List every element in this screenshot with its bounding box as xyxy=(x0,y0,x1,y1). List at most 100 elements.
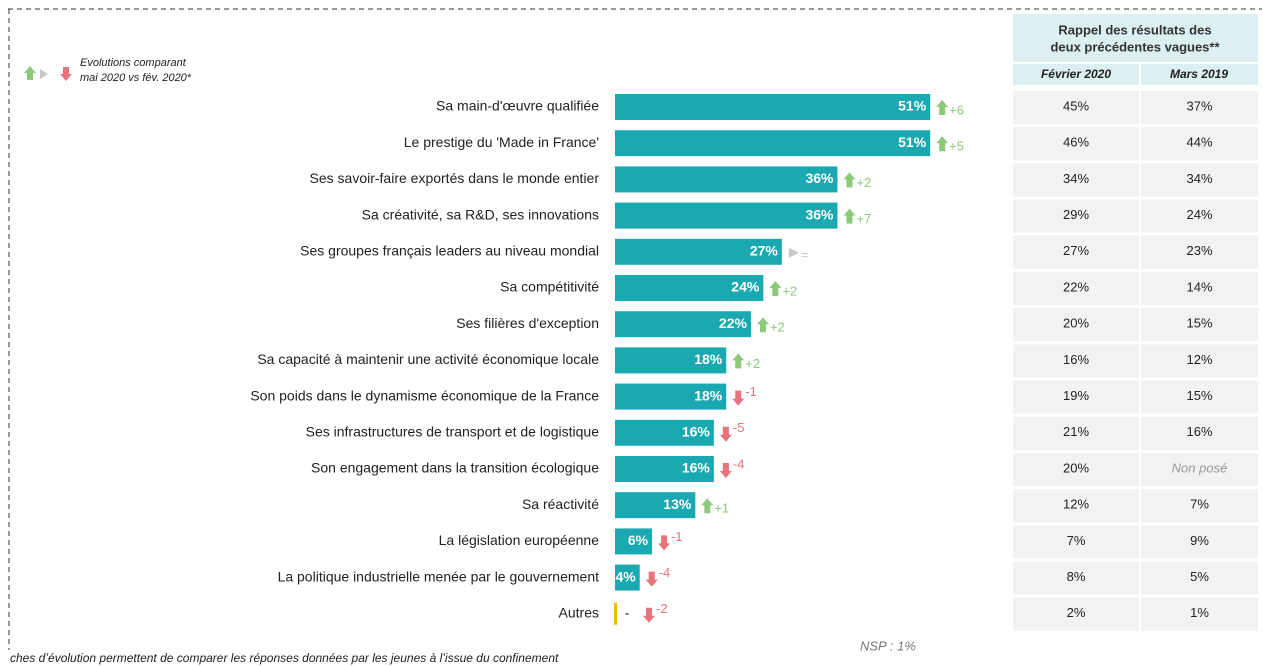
table-cell-bg xyxy=(1013,272,1139,305)
evolution-arrow xyxy=(843,208,856,224)
category-label: Sa réactivité xyxy=(522,496,599,512)
table-cell-bg xyxy=(1141,525,1258,559)
value-label: 6% xyxy=(628,532,649,548)
category-label: Son poids dans le dynamisme économique d… xyxy=(250,387,599,403)
bar xyxy=(615,275,764,301)
bar xyxy=(615,564,640,591)
evolution-arrow xyxy=(936,100,949,115)
table-cell-bg xyxy=(1141,235,1258,269)
table-cell-bg xyxy=(1013,416,1139,450)
bar xyxy=(615,94,931,120)
evolution-label: +2 xyxy=(770,320,785,335)
evolution-arrow xyxy=(732,390,745,406)
evolution-label: -5 xyxy=(733,420,745,435)
evolution-label: +2 xyxy=(782,283,797,298)
table-cell: 15% xyxy=(1186,316,1212,331)
table-cell-bg xyxy=(1141,561,1258,595)
value-label: 16% xyxy=(682,424,711,440)
evolution-arrow xyxy=(769,281,782,296)
table-header: Rappel des résultats des xyxy=(1058,22,1211,37)
column-header: Février 2020 xyxy=(1041,67,1111,81)
table-cell-bg xyxy=(1141,597,1258,631)
column-header-bg xyxy=(1141,64,1258,85)
evolution-label: +1 xyxy=(714,501,729,516)
bar xyxy=(615,528,653,555)
value-label: 36% xyxy=(805,206,834,222)
table-cell: 20% xyxy=(1063,316,1089,331)
table-cell-bg xyxy=(1013,308,1139,342)
table-cell: 15% xyxy=(1186,388,1212,403)
bar xyxy=(615,383,727,410)
table-cell: 14% xyxy=(1186,279,1212,294)
bar xyxy=(615,456,714,482)
category-label: Ses savoir-faire exportés dans le monde … xyxy=(310,170,600,186)
value-label: 16% xyxy=(682,460,711,476)
table-cell: 19% xyxy=(1063,388,1089,403)
table-cell: 27% xyxy=(1063,243,1089,258)
table-cell: 22% xyxy=(1063,279,1089,294)
bar xyxy=(615,419,714,446)
table-cell-bg xyxy=(1141,453,1258,486)
table-cell-bg xyxy=(1141,272,1258,305)
evolution-arrow xyxy=(643,607,655,623)
evolution-label: +5 xyxy=(949,139,964,154)
table-cell: 12% xyxy=(1063,497,1089,512)
note: NSP : 1% xyxy=(860,638,916,653)
table-cell-bg xyxy=(1141,91,1258,124)
table-cell-bg xyxy=(1013,453,1139,486)
category-label: Ses groupes français leaders au niveau m… xyxy=(300,243,599,259)
evolution-label: -4 xyxy=(733,456,745,471)
table-cell: 21% xyxy=(1063,424,1089,439)
bar xyxy=(615,311,751,338)
table-cell: 23% xyxy=(1186,243,1212,258)
evolution-arrow xyxy=(843,172,856,188)
table-cell-bg xyxy=(1141,163,1258,197)
category-label: Sa créativité, sa R&D, ses innovations xyxy=(362,206,599,222)
table-cell-bg xyxy=(1141,199,1258,233)
table-cell-bg xyxy=(1013,235,1139,269)
value-label: 27% xyxy=(750,243,779,259)
table-cell: 46% xyxy=(1063,135,1089,150)
table-header-bg xyxy=(1013,14,1258,62)
evolution-label: +2 xyxy=(745,356,760,371)
category-label: Ses filières d'exception xyxy=(456,315,599,331)
value-label: - xyxy=(625,605,630,621)
table-cell-bg xyxy=(1141,489,1258,523)
bar xyxy=(615,166,838,193)
value-label: 24% xyxy=(731,279,760,295)
evolution-arrow xyxy=(658,535,671,551)
table-cell: 16% xyxy=(1063,352,1089,367)
legend-text: mai 2020 vs fév. 2020* xyxy=(80,72,192,84)
evolution-label: -2 xyxy=(656,601,668,616)
bar xyxy=(615,202,838,229)
evolution-label: +6 xyxy=(949,102,964,117)
evolution-label: -1 xyxy=(671,529,683,544)
evolution-arrow xyxy=(645,571,658,587)
value-label: 36% xyxy=(805,170,834,186)
table-cell-bg xyxy=(1013,127,1139,161)
table-cell-bg xyxy=(1141,416,1258,450)
table-cell: 9% xyxy=(1190,533,1209,548)
bar xyxy=(615,347,727,374)
table-cell-bg xyxy=(1013,561,1139,595)
evolution-label: = xyxy=(801,247,809,262)
table-cell-bg xyxy=(1013,344,1139,378)
table-cell: 8% xyxy=(1067,569,1086,584)
legend-icons xyxy=(24,66,72,81)
evolution-arrow xyxy=(701,498,714,514)
evolution-arrow xyxy=(936,136,949,152)
value-label: 13% xyxy=(663,496,692,512)
table-cell-bg xyxy=(1013,163,1139,197)
value-label: 18% xyxy=(694,351,723,367)
bar xyxy=(614,602,617,625)
table-cell-bg xyxy=(1141,308,1258,342)
category-label: Sa capacité à maintenir une activité éco… xyxy=(257,351,599,367)
table-cell: 7% xyxy=(1190,497,1209,512)
table-cell: 1% xyxy=(1190,605,1209,620)
table-cell: 45% xyxy=(1063,98,1089,113)
table-cell: 44% xyxy=(1186,135,1212,150)
category-label: Autres xyxy=(559,605,599,621)
table-cell: 34% xyxy=(1186,171,1212,186)
category-label: La législation européenne xyxy=(439,532,600,548)
bar xyxy=(615,238,782,265)
